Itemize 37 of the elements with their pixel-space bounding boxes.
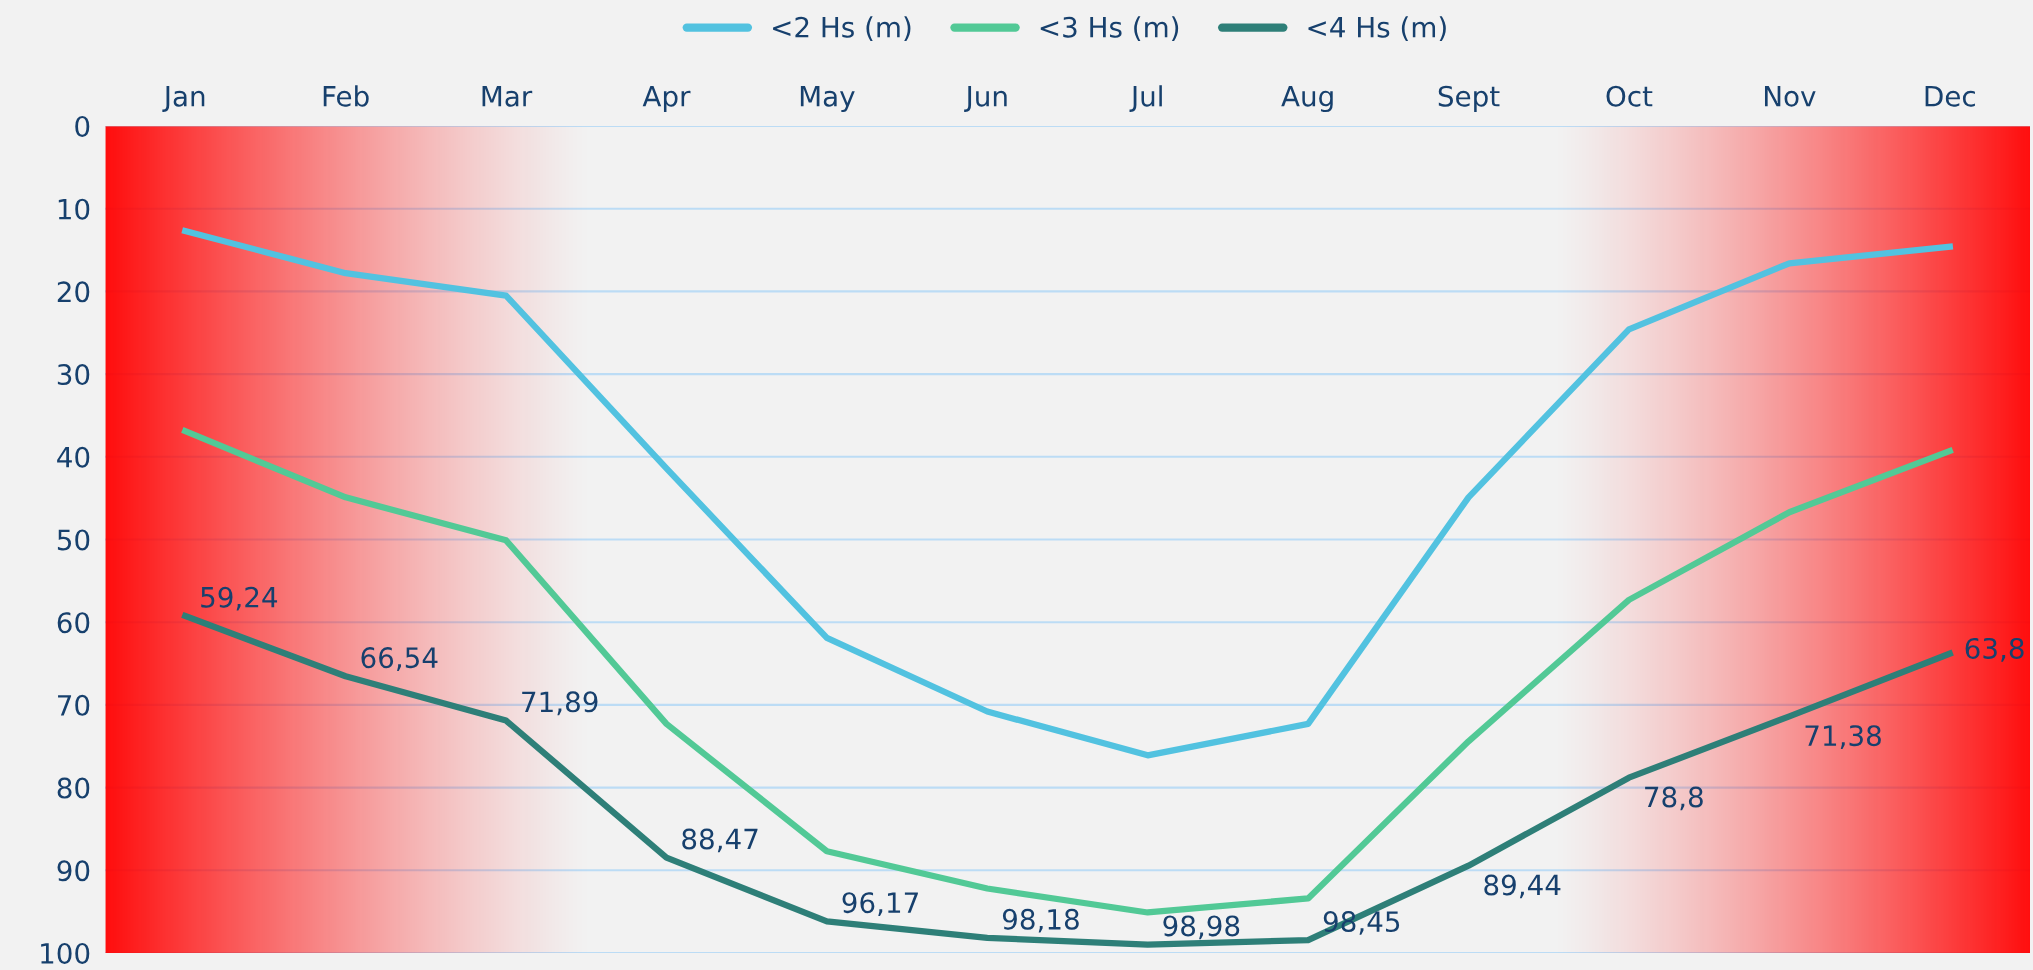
y-tick-label: 40 xyxy=(57,446,90,468)
y-tick-label: 100 xyxy=(41,942,90,964)
y-tick-label: 60 xyxy=(57,612,90,634)
x-tick-label: Jun xyxy=(964,86,1007,112)
x-tick-label: Nov xyxy=(1764,86,1816,107)
data-label: 66,54 xyxy=(361,647,438,671)
x-tick-label: Jan xyxy=(162,86,205,112)
data-label: 96,17 xyxy=(842,892,918,916)
data-label: 98,98 xyxy=(1163,915,1240,940)
x-tick-label: Feb xyxy=(323,85,369,107)
x-tick-label: Oct xyxy=(1606,85,1653,107)
y-tick-label: 20 xyxy=(57,281,90,303)
data-label: 71,89 xyxy=(522,691,598,716)
y-tick-label: 50 xyxy=(57,529,90,551)
x-tick-label: Mar xyxy=(482,86,533,107)
y-tick-label: 0 xyxy=(75,115,90,137)
x-tick-label: Aug xyxy=(1281,86,1333,113)
legend-label: <4 Hs (m) xyxy=(1308,16,1446,41)
data-label: 59,24 xyxy=(201,586,278,611)
data-label: 63,8 xyxy=(1965,637,2024,662)
y-tick-label: 70 xyxy=(58,694,90,716)
y-tick-label: 30 xyxy=(57,364,90,386)
data-label: 71,38 xyxy=(1805,725,1881,749)
x-tick-label: Sept xyxy=(1438,85,1500,113)
data-label: 88,47 xyxy=(682,828,758,853)
x-tick-label: Dec xyxy=(1925,86,1975,107)
data-label: 98,18 xyxy=(1002,908,1079,933)
x-tick-label: May xyxy=(800,86,855,113)
legend-label: <3 Hs (m) xyxy=(1040,16,1179,41)
x-tick-label: Apr xyxy=(642,86,691,113)
y-tick-label: 10 xyxy=(58,198,90,220)
x-tick-label: Jul xyxy=(1129,85,1162,112)
legend-label: <2 Hs (m) xyxy=(773,16,911,41)
data-label: 89,44 xyxy=(1484,874,1561,899)
y-tick-label: 90 xyxy=(57,860,90,882)
data-label: 78,8 xyxy=(1645,786,1703,811)
y-tick-label: 80 xyxy=(57,777,90,799)
